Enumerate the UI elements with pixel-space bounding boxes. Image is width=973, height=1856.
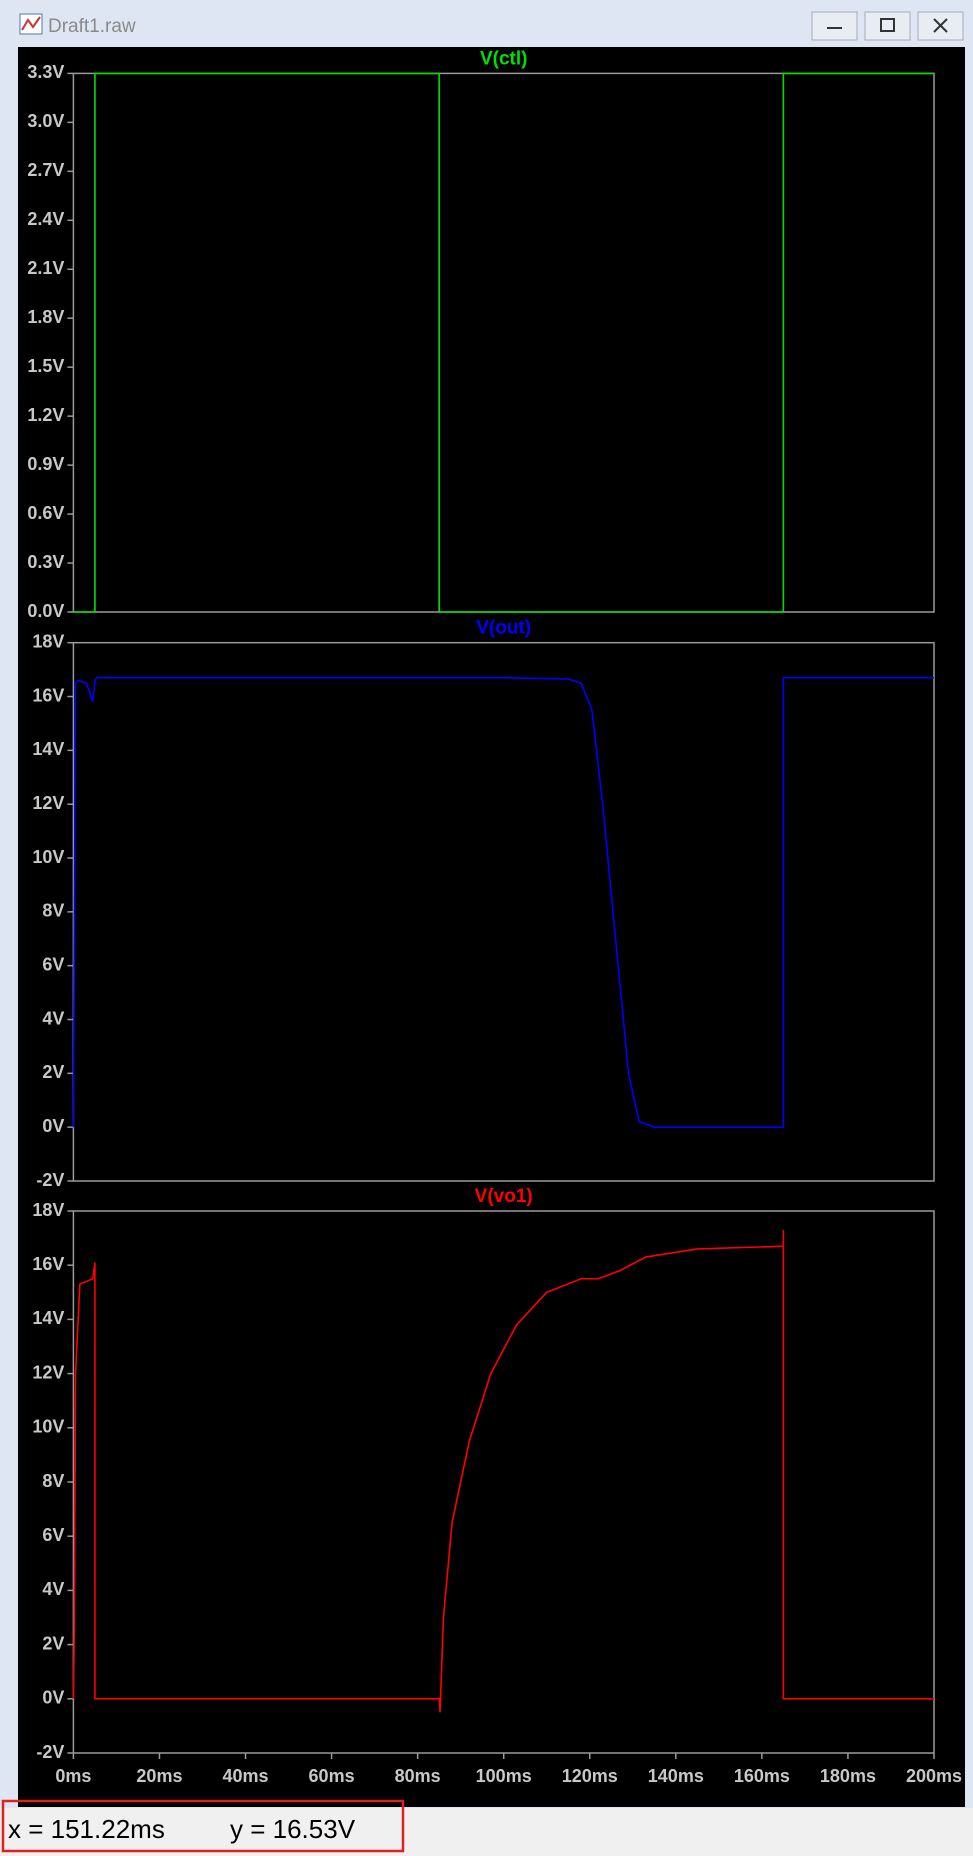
y-tick-label: 1.8V (27, 307, 64, 327)
cursor-y: y = 16.53V (230, 1814, 356, 1844)
x-tick-label: 200ms (906, 1766, 962, 1786)
y-tick-label: 1.2V (27, 405, 64, 425)
y-tick-label: 6V (42, 954, 64, 974)
y-tick-label: 0V (42, 1688, 64, 1708)
x-tick-label: 140ms (648, 1766, 704, 1786)
y-tick-label: 8V (42, 901, 64, 921)
y-tick-label: 4V (42, 1008, 64, 1028)
y-tick-label: 4V (42, 1579, 64, 1599)
y-tick-label: 6V (42, 1525, 64, 1545)
y-tick-label: 3.3V (27, 62, 64, 82)
trace-name: V(out) (476, 618, 531, 639)
close-icon (933, 18, 948, 33)
app-icon-wave (21, 16, 41, 31)
x-tick-label: 80ms (395, 1766, 441, 1786)
y-tick-label: 0.3V (27, 552, 64, 572)
y-tick-label: 16V (32, 685, 64, 705)
status-highlight (1, 1799, 405, 1853)
x-tick-label: 180ms (820, 1766, 876, 1786)
y-tick-label: 12V (32, 1362, 64, 1382)
trace (72, 676, 934, 1128)
window-title: Draft1.raw (48, 16, 136, 37)
y-tick-label: 0.6V (27, 503, 64, 523)
y-tick-label: 16V (32, 1254, 64, 1274)
trace-name: V(vo1) (475, 1186, 533, 1207)
y-tick-label: -2V (36, 1742, 64, 1762)
x-tick-label: 60ms (309, 1766, 355, 1786)
x-tick-label: 120ms (562, 1766, 618, 1786)
y-tick-label: 0V (42, 1116, 64, 1136)
x-tick-label: 20ms (136, 1766, 182, 1786)
y-tick-label: 1.5V (27, 356, 64, 376)
title-bar: Draft1.raw (19, 11, 964, 41)
maximize-button[interactable] (864, 11, 911, 41)
trace (73, 72, 934, 613)
cursor-x: x = 151.22ms (8, 1814, 165, 1844)
y-tick-label: 8V (42, 1471, 64, 1491)
y-tick-label: 2.7V (27, 160, 64, 180)
y-tick-label: 18V (32, 1200, 64, 1220)
plot-area (18, 47, 965, 1807)
y-tick-label: 0.0V (27, 601, 64, 621)
x-tick-label: 40ms (222, 1766, 268, 1786)
y-tick-label: 0.9V (27, 454, 64, 474)
minimize-button[interactable] (811, 11, 858, 41)
y-tick-label: -2V (36, 1170, 64, 1190)
y-tick-label: 2.4V (27, 209, 64, 229)
status-bar (0, 1808, 973, 1856)
y-tick-label: 2V (42, 1633, 64, 1653)
y-tick-label: 14V (32, 1308, 64, 1328)
trace-name: V(ctl) (480, 48, 528, 69)
x-tick-label: 0ms (55, 1766, 91, 1786)
y-tick-label: 2V (42, 1062, 64, 1082)
y-tick-label: 10V (32, 847, 64, 867)
y-tick-label: 2.1V (27, 258, 64, 278)
y-tick-label: 14V (32, 739, 64, 759)
y-tick-label: 3.0V (27, 111, 64, 131)
y-tick-label: 18V (32, 631, 64, 651)
x-tick-label: 100ms (476, 1766, 532, 1786)
maximize-icon (880, 18, 895, 32)
y-tick-label: 10V (32, 1417, 64, 1437)
trace (72, 1229, 934, 1713)
y-tick-label: 12V (32, 793, 64, 813)
x-tick-label: 160ms (734, 1766, 790, 1786)
charts: 0.0V 0.3V 0.6V 0.9V 1.2V 1.5V 1.8V 2.1V 2.4V 2.7V… (27, 48, 962, 1785)
